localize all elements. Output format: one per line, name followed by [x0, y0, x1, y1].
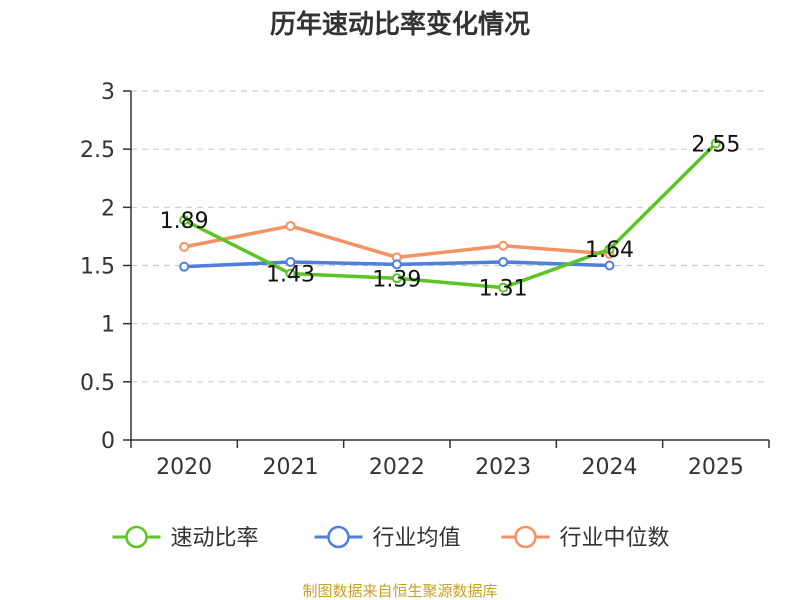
y-tick-label: 0.5: [80, 371, 115, 396]
data-point: [498, 282, 509, 293]
y-tick-label: 2.5: [80, 138, 115, 163]
legend-marker-icon: [125, 525, 148, 549]
x-tick-label: 2024: [582, 455, 638, 480]
legend-label: 行业均值: [373, 526, 461, 551]
data-point: [391, 273, 402, 284]
y-tick-label: 3: [101, 80, 115, 105]
data-point: [604, 244, 615, 255]
x-tick-label: 2023: [475, 455, 531, 480]
data-point: [498, 240, 509, 251]
legend-item: 速动比率: [112, 525, 259, 551]
axes: 0 0.5 1 1.5 2 2.5 3 2020 2021 2022 2023 2024 2025: [80, 80, 770, 480]
legend: 速动比率 行业均值 行业中位数: [112, 525, 670, 551]
grid-lines: [131, 90, 769, 383]
legend-label: 行业中位数: [560, 526, 670, 551]
data-label: 1.43: [266, 263, 315, 288]
x-tick-label: 2021: [263, 455, 319, 480]
data-point: [179, 215, 190, 226]
data-point: [285, 268, 296, 279]
chart-title: 历年速动比率变化情况: [270, 9, 530, 40]
data-label: 2.55: [691, 132, 740, 157]
data-point: [391, 259, 402, 270]
series-line: [183, 142, 718, 290]
data-point: [285, 257, 296, 268]
data-point: [710, 138, 721, 149]
data-point: [604, 260, 615, 271]
legend-item: 行业中位数: [501, 525, 670, 551]
data-label: 1.39: [372, 267, 421, 292]
y-tick-label: 0: [101, 429, 115, 454]
data-point: [179, 261, 190, 272]
x-tick-label: 2022: [369, 455, 425, 480]
data-label: 1.89: [160, 209, 209, 234]
y-tick-label: 2: [101, 196, 115, 221]
y-tick-label: 1: [101, 313, 115, 338]
legend-marker-icon: [514, 525, 537, 549]
data-point: [179, 241, 190, 252]
legend-item: 行业均值: [314, 525, 461, 551]
y-tick-label: 1.5: [80, 255, 115, 280]
legend-marker-icon: [327, 525, 350, 549]
data-labels: 1.89 1.43 1.39 1.31 1.64 2.55: [160, 132, 741, 301]
series-group: [179, 138, 721, 293]
data-point: [285, 220, 296, 231]
source-note: 制图数据来自恒生聚源数据库: [302, 582, 497, 600]
data-point: [498, 257, 509, 268]
legend-label: 速动比率: [171, 526, 259, 551]
x-tick-label: 2020: [156, 455, 212, 480]
x-tick-label: 2025: [688, 455, 744, 480]
data-label: 1.31: [479, 277, 528, 302]
data-label: 1.64: [585, 238, 634, 263]
